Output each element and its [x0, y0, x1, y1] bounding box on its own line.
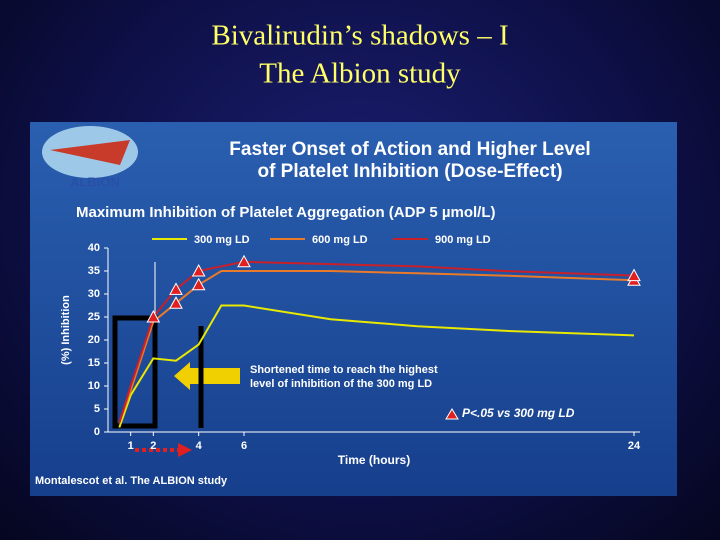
- significance-note: P<.05 vs 300 mg LD: [462, 406, 575, 420]
- chart-subtitle: Maximum Inhibition of Platelet Aggregati…: [76, 204, 496, 221]
- x-tick-label: 1: [128, 440, 134, 452]
- arrow: [174, 362, 240, 390]
- y-tick-label: 40: [88, 242, 100, 254]
- y-tick-label: 30: [88, 288, 100, 300]
- y-tick-label: 0: [94, 426, 100, 438]
- logo-text: ALBION: [70, 174, 120, 189]
- chart-title: of Platelet Inhibition (Dose-Effect): [257, 161, 562, 182]
- significance-point: [169, 282, 183, 295]
- y-tick-label: 5: [94, 403, 100, 415]
- y-tick-label: 35: [88, 265, 100, 277]
- significance-point: [237, 254, 251, 268]
- x-tick-label: 6: [241, 440, 247, 452]
- annotation: level of inhibition of the 300 mg LD: [250, 378, 432, 390]
- y-tick-label: 20: [88, 334, 100, 346]
- significance-point: [627, 268, 641, 282]
- chart-title: Faster Onset of Action and Higher Level: [229, 139, 590, 160]
- highlight-box: [112, 315, 158, 429]
- legend-label: 900 mg LD: [435, 234, 491, 246]
- x-tick-label: 24: [628, 440, 641, 452]
- legend-label: 600 mg LD: [312, 234, 368, 246]
- y-tick-label: 15: [88, 357, 100, 369]
- slide-title: Bivalirudin’s shadows – I: [211, 20, 508, 52]
- source: Montalescot et al. The ALBION study: [35, 475, 228, 487]
- y-tick-label: 10: [88, 380, 100, 392]
- red-arrowhead: [178, 443, 192, 457]
- significance-point: [191, 263, 206, 277]
- annotation: Shortened time to reach the highest: [250, 364, 438, 376]
- significance-marker: [445, 408, 459, 420]
- y-tick-label: 25: [88, 311, 100, 323]
- x-axis-label: Time (hours): [338, 453, 410, 467]
- significance-point: [191, 277, 206, 291]
- logo: ALBION: [42, 126, 138, 189]
- series-line: [118, 270, 635, 424]
- legend-label: 300 mg LD: [194, 234, 250, 246]
- series-line: [118, 260, 635, 424]
- series-line: [118, 304, 635, 428]
- significance-point: [146, 309, 161, 323]
- y-axis-label: (%) Inhibition: [60, 295, 72, 365]
- chart-panel: [30, 122, 677, 496]
- slide-title: The Albion study: [259, 58, 461, 90]
- x-tick-label: 2: [150, 440, 156, 452]
- x-tick-label: 4: [196, 440, 203, 452]
- significance-point: [169, 296, 183, 309]
